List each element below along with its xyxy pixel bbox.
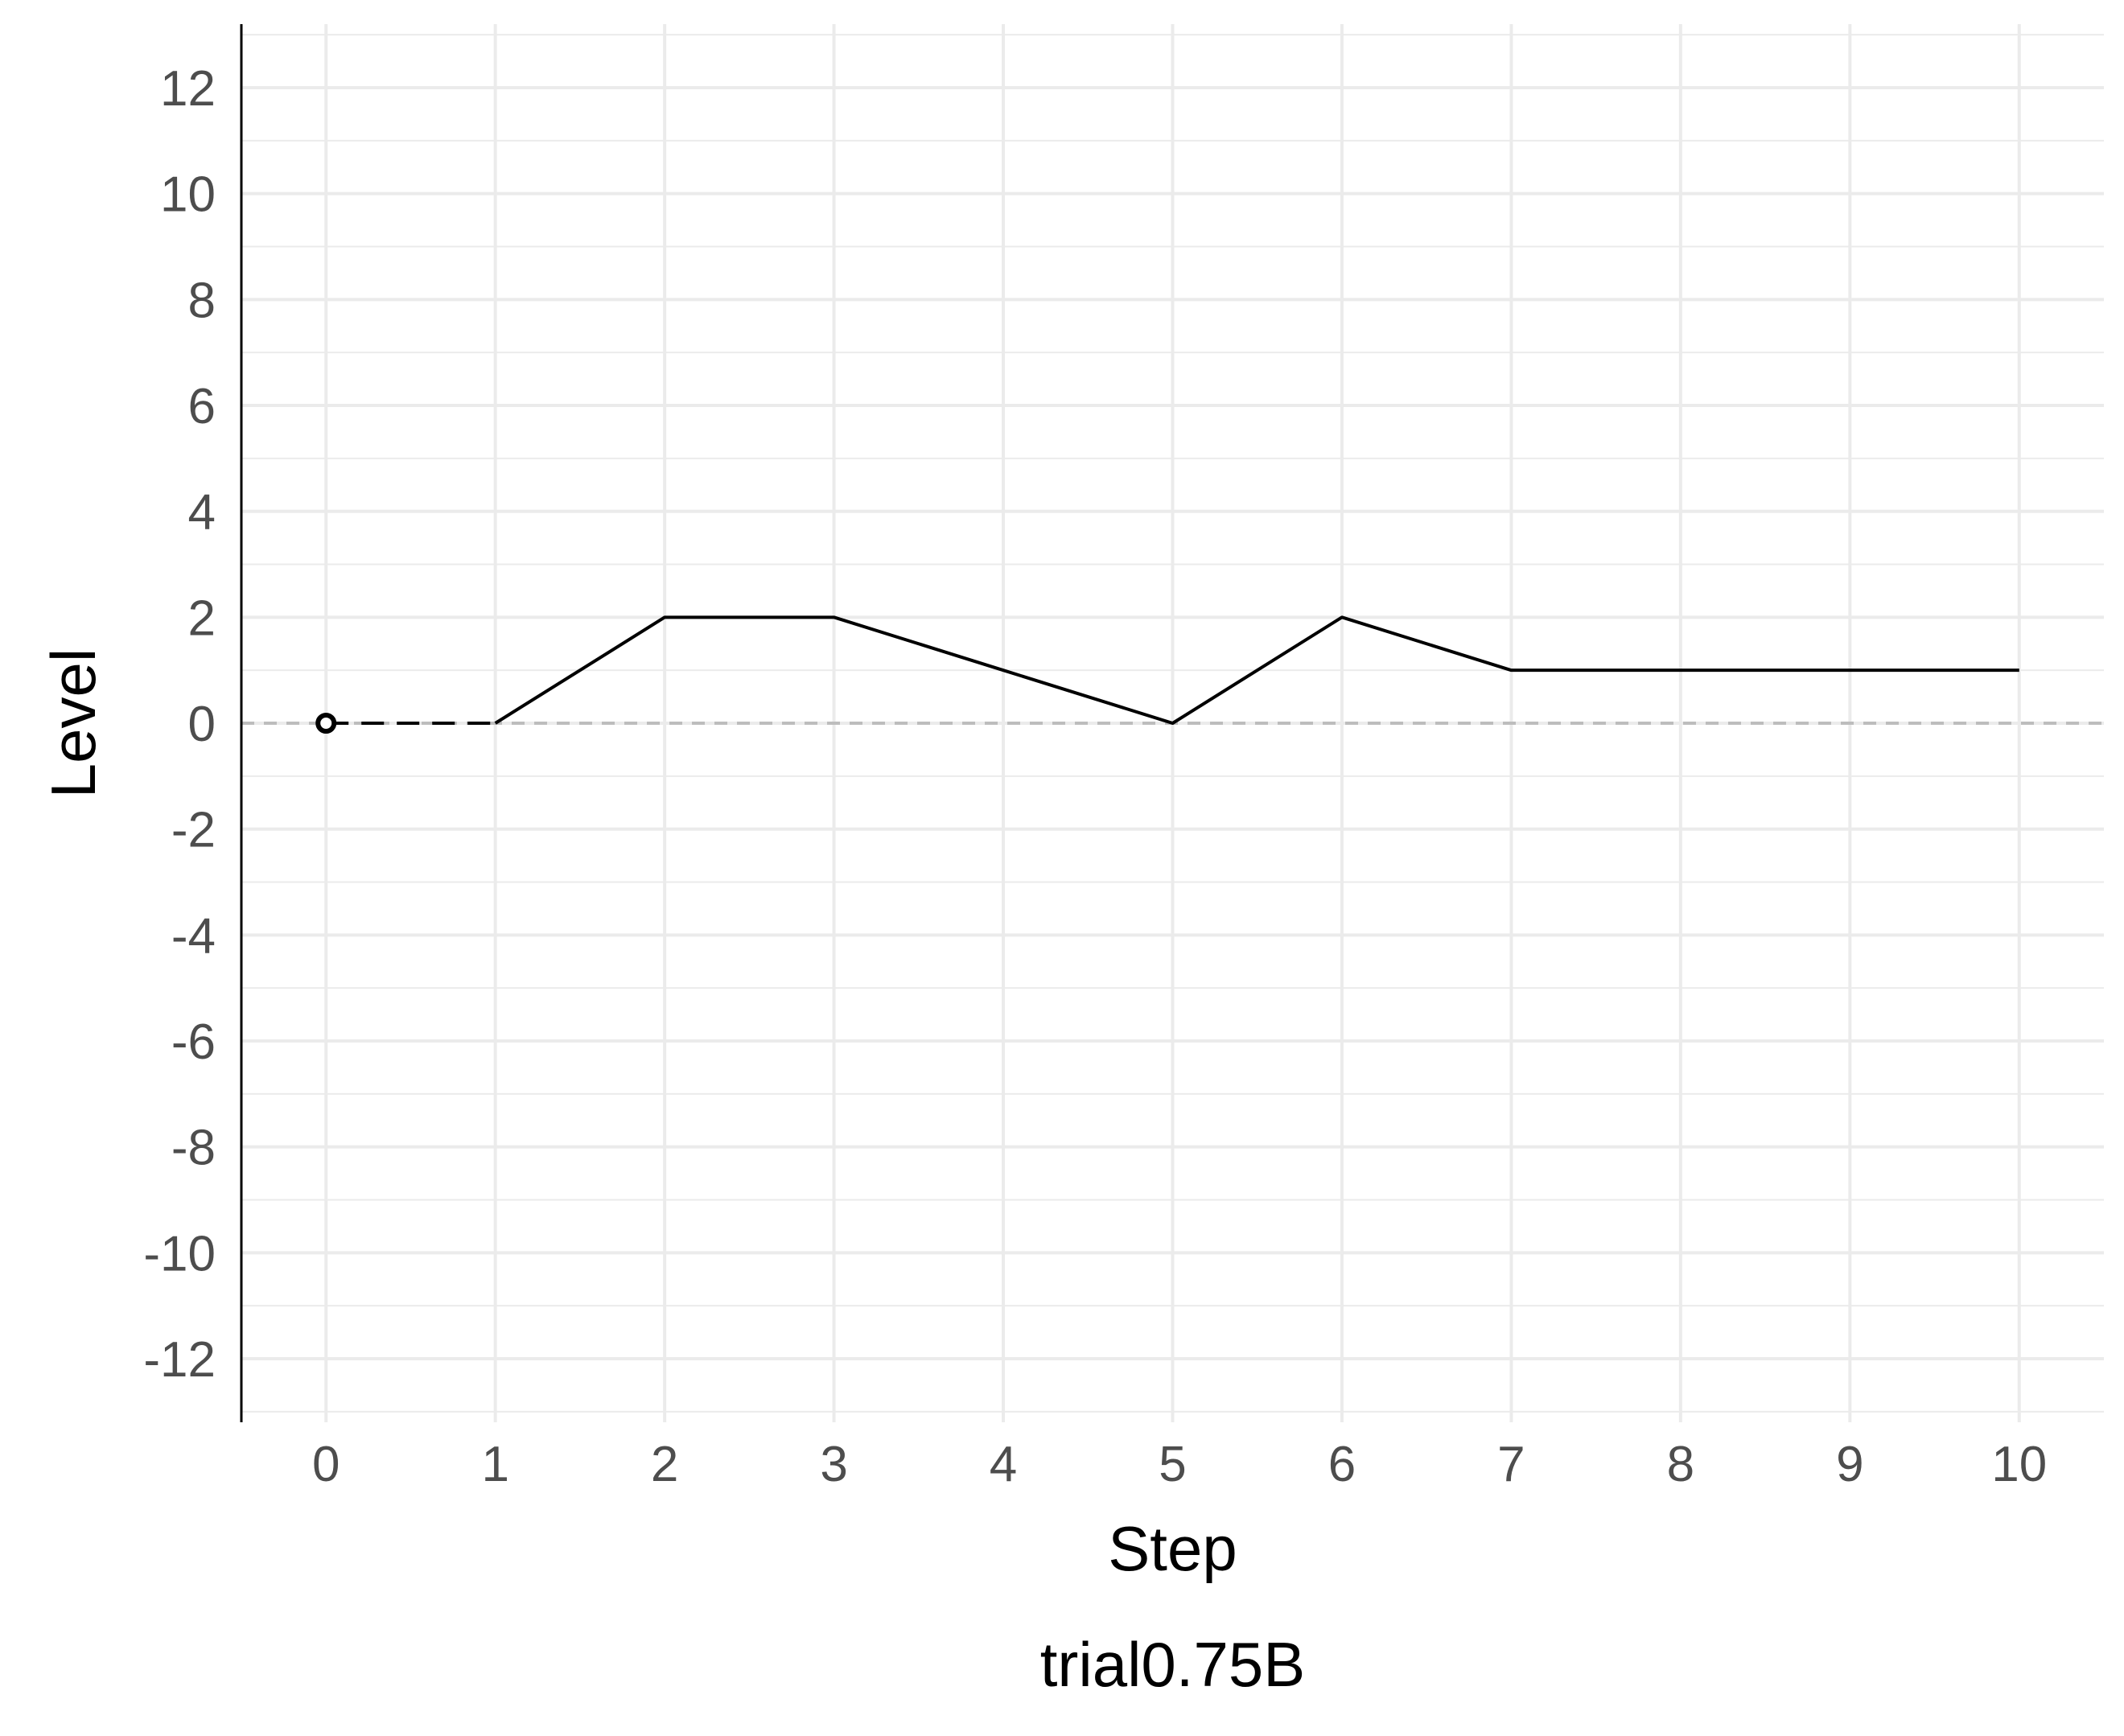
y-tick-labels: 12 10 8 6 4 2 0 -2 -4 -6 -8 -10 -12	[143, 61, 216, 1388]
y-tick-label: 12	[160, 61, 216, 117]
x-tick-label: 4	[990, 1437, 1017, 1492]
y-tick-label: -10	[143, 1226, 216, 1281]
y-tick-label: 0	[188, 697, 216, 752]
y-tick-label: 8	[188, 273, 216, 328]
x-tick-label: 6	[1328, 1437, 1356, 1492]
x-tick-label: 2	[651, 1437, 678, 1492]
y-tick-label: 2	[188, 590, 216, 646]
start-point	[315, 713, 337, 734]
x-tick-label: 10	[1991, 1437, 2047, 1492]
series-line	[494, 615, 2019, 725]
x-tick-label: 1	[481, 1437, 508, 1492]
x-tick-label: 5	[1159, 1437, 1186, 1492]
y-axis-title: Level	[38, 648, 109, 798]
x-tick-labels: 0 1 2 3 4 5 6 7 8 9 10	[312, 1437, 2047, 1492]
y-tick-label: -6	[171, 1014, 216, 1070]
y-tick-label: 6	[188, 379, 216, 434]
y-tick-label: 4	[188, 485, 216, 541]
y-tick-label: -2	[171, 803, 216, 858]
y-tick-label: -4	[171, 908, 216, 964]
series-layer	[315, 615, 2019, 734]
x-axis-title: Step	[1108, 1513, 1237, 1584]
x-tick-label: 9	[1836, 1437, 1863, 1492]
x-tick-label: 3	[820, 1437, 847, 1492]
x-tick-label: 0	[312, 1437, 340, 1492]
x-tick-label: 7	[1497, 1437, 1525, 1492]
x-tick-label: 8	[1667, 1437, 1694, 1492]
y-tick-label: -12	[143, 1332, 216, 1388]
chart-caption: trial0.75B	[1040, 1629, 1306, 1700]
y-tick-label: 10	[160, 167, 216, 223]
y-tick-label: -8	[171, 1121, 216, 1176]
